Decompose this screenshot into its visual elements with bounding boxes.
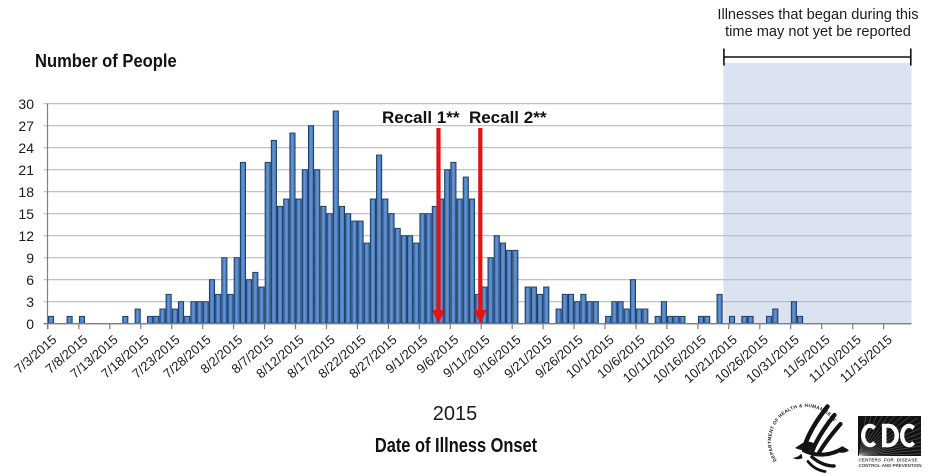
svg-text:CONTROL AND PREVENTION: CONTROL AND PREVENTION xyxy=(859,463,922,468)
svg-text:CENTERS FOR DISEASE: CENTERS FOR DISEASE xyxy=(859,458,918,463)
